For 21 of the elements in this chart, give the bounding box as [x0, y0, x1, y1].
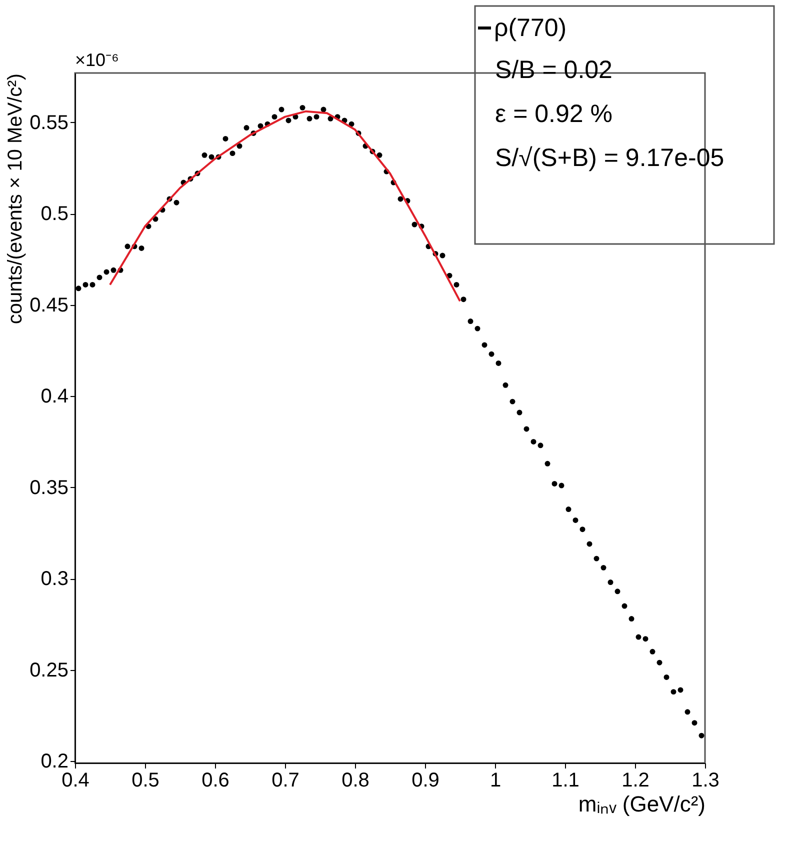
y-tick-label: 0.4	[40, 386, 68, 408]
y-tick-label: 0.25	[30, 659, 68, 682]
text: ×10⁻⁶	[75, 50, 119, 70]
y-tick-label: 0.35	[30, 476, 68, 499]
x-tick-label: 1.2	[622, 770, 650, 792]
y-tick-label: 0.3	[40, 568, 68, 590]
legend-label: ρ(770)	[494, 14, 567, 42]
x-tick-label: 1	[490, 770, 502, 792]
x-tick-label: 0.7	[272, 770, 300, 792]
x-tick-label: 1.3	[692, 770, 720, 792]
y-tick-label: 0.5	[40, 203, 68, 226]
y-tick-label: 0.45	[30, 294, 68, 316]
x-axis-title: mᵢₙᵥ (GeV/c²)	[578, 792, 706, 816]
y-tick-label: 0.55	[30, 112, 68, 134]
y-axis-title: counts/(events × 10 MeV/c²)	[4, 74, 27, 324]
x-tick-label: 0.5	[132, 770, 160, 792]
x-tick-label: 0.6	[202, 770, 230, 792]
x-tick-label: 0.8	[342, 770, 370, 792]
x-tick-label: 1.1	[552, 770, 580, 792]
annotation: ε = 0.92 %	[495, 100, 612, 128]
x-tick-label: 0.9	[412, 770, 440, 792]
